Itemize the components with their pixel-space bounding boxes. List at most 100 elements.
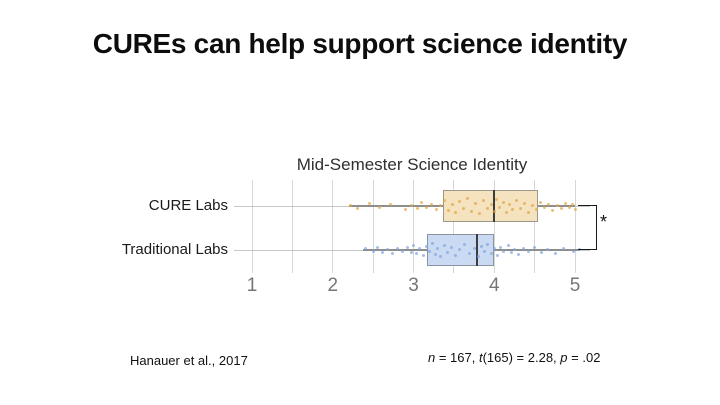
- jitter-point: [492, 246, 496, 250]
- jitter-point: [472, 246, 476, 250]
- jitter-point: [446, 208, 450, 212]
- jitter-point: [563, 201, 567, 205]
- jitter-point: [467, 251, 471, 255]
- jitter-point: [378, 205, 382, 209]
- median-line-traditional-labs: [476, 234, 479, 266]
- jitter-point: [502, 249, 506, 253]
- jitter-point: [534, 207, 538, 211]
- stats-segment: p: [560, 350, 568, 365]
- jitter-point: [526, 249, 530, 253]
- jitter-point: [470, 209, 474, 213]
- jitter-point: [355, 206, 359, 210]
- jitter-point: [410, 203, 414, 207]
- gridline: [291, 180, 293, 273]
- jitter-point: [462, 242, 466, 246]
- jitter-point: [482, 198, 486, 202]
- gridline: [453, 180, 455, 273]
- jitter-point: [430, 241, 434, 245]
- gridline: [574, 180, 576, 273]
- jitter-point: [421, 253, 425, 257]
- jitter-point: [405, 245, 409, 249]
- jitter-point: [519, 206, 523, 210]
- x-axis: 1 2 3 4 5: [234, 275, 590, 299]
- jitter-point: [573, 207, 577, 211]
- slide-title: CUREs can help support science identity: [92, 28, 628, 59]
- jitter-point: [434, 207, 438, 211]
- jitter-point: [436, 246, 440, 250]
- gridline: [534, 180, 536, 273]
- jitter-point: [442, 243, 446, 247]
- jitter-point: [476, 254, 480, 258]
- stats-text: n = 167, t(165) = 2.28, p = .02: [428, 350, 600, 365]
- jitter-point: [389, 202, 393, 206]
- citation-text: Hanauer et al., 2017: [130, 353, 248, 368]
- x-tick-label: 1: [246, 275, 258, 296]
- jitter-point: [509, 250, 513, 254]
- jitter-point: [495, 197, 499, 201]
- jitter-point: [526, 210, 530, 214]
- jitter-point: [546, 247, 550, 251]
- jitter-point: [546, 202, 550, 206]
- jitter-point: [416, 206, 420, 210]
- jitter-point: [562, 246, 566, 250]
- jitter-point: [454, 210, 458, 214]
- jitter-point: [501, 200, 505, 204]
- chart-panel: [234, 180, 590, 273]
- stats-segment: n: [428, 350, 436, 365]
- jitter-point: [439, 254, 443, 258]
- jitter-point: [533, 245, 537, 249]
- jitter-point: [450, 202, 454, 206]
- jitter-point: [555, 203, 559, 207]
- jitter-point: [418, 246, 422, 250]
- jitter-point: [554, 251, 558, 255]
- jitter-point: [517, 252, 521, 256]
- jitter-point: [567, 205, 571, 209]
- jitter-point: [424, 244, 428, 248]
- jitter-point: [521, 246, 525, 250]
- jitter-point: [538, 200, 542, 204]
- gridline: [372, 180, 374, 273]
- jitter-point: [395, 246, 399, 250]
- jitter-point: [486, 242, 490, 246]
- stats-segment: (165) = 2.28,: [482, 350, 561, 365]
- jitter-point: [349, 203, 353, 207]
- jitter-point: [367, 201, 371, 205]
- jitter-point: [415, 251, 419, 255]
- jitter-point: [420, 200, 424, 204]
- jitter-point: [571, 249, 575, 253]
- stats-segment: = 167,: [435, 350, 479, 365]
- jitter-point: [458, 247, 462, 251]
- jitter-point: [511, 207, 515, 211]
- x-tick-label: 3: [408, 275, 419, 296]
- jitter-point: [489, 202, 493, 206]
- jitter-point: [424, 205, 428, 209]
- jitter-point: [462, 206, 466, 210]
- jitter-point: [530, 203, 534, 207]
- jitter-point: [412, 243, 416, 247]
- jitter-point: [428, 249, 432, 253]
- jitter-point: [523, 201, 527, 205]
- stats-segment: = .02: [567, 350, 601, 365]
- x-tick-label: 4: [488, 275, 500, 296]
- jitter-point: [571, 202, 575, 206]
- jitter-point: [429, 202, 433, 206]
- jitter-point: [458, 199, 462, 203]
- gridline: [332, 180, 334, 273]
- jitter-point: [386, 247, 390, 251]
- jitter-point: [506, 243, 510, 247]
- category-label-traditional-labs: Traditional Labs: [121, 241, 228, 258]
- gridline: [251, 180, 253, 273]
- jitter-point: [363, 246, 367, 250]
- jitter-point: [403, 207, 407, 211]
- gridline: [413, 180, 415, 273]
- median-line-cure-labs: [493, 190, 496, 222]
- jitter-point: [466, 196, 470, 200]
- jitter-point: [483, 249, 487, 253]
- jitter-point: [449, 245, 453, 249]
- jitter-point: [391, 251, 395, 255]
- significance-bracket: [578, 205, 597, 250]
- jitter-point: [409, 250, 413, 254]
- jitter-point: [508, 202, 512, 206]
- jitter-point: [489, 251, 493, 255]
